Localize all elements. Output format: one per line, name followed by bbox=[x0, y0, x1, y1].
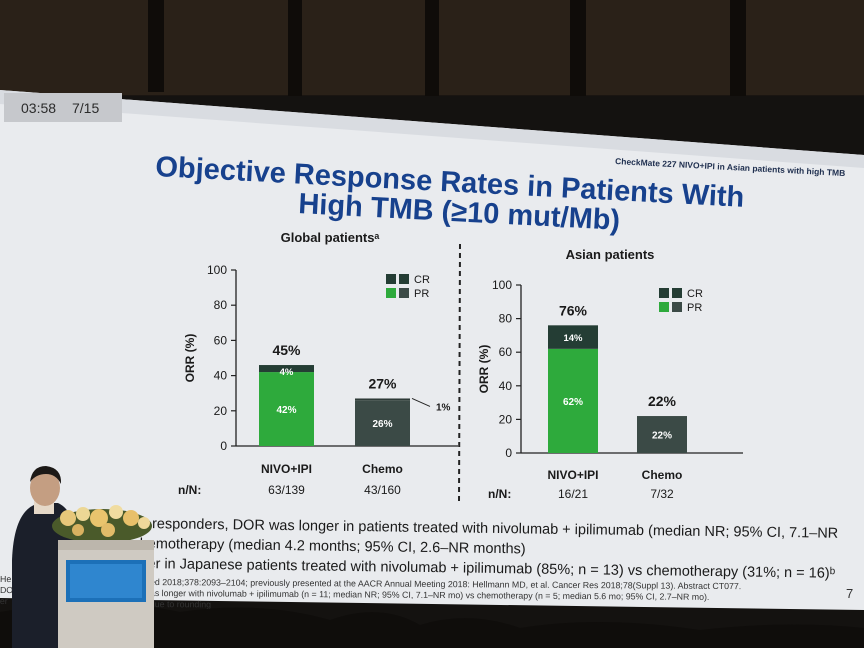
category-label: Chemo bbox=[362, 462, 403, 476]
bar-pr bbox=[637, 416, 687, 453]
bar-label-pr: 62% bbox=[563, 397, 583, 408]
presentation-timer: 03:58 7/15 bbox=[4, 93, 122, 122]
bar-cr bbox=[355, 398, 410, 401]
y-tick-label: 80 bbox=[214, 298, 228, 312]
y-tick-label: 60 bbox=[214, 333, 228, 347]
slide bbox=[0, 90, 864, 610]
legend-label: PR bbox=[414, 288, 429, 300]
flower-arrangement bbox=[52, 505, 152, 543]
n-label: n/N: bbox=[488, 487, 511, 501]
n-value: 16/21 bbox=[558, 487, 588, 501]
category-label: NIVO+IPI bbox=[547, 468, 598, 482]
legend-swatch bbox=[659, 302, 669, 312]
y-axis-label: ORR (%) bbox=[183, 334, 197, 383]
legend-swatch bbox=[659, 288, 669, 298]
n-value: 7/32 bbox=[650, 487, 674, 501]
y-tick-label: 60 bbox=[499, 345, 513, 359]
y-tick-label: 0 bbox=[220, 439, 227, 453]
legend-swatch bbox=[672, 302, 682, 312]
legend-label: CR bbox=[687, 288, 703, 300]
footnote-fragment-1: He bbox=[0, 574, 11, 584]
bar-total-label: 22% bbox=[648, 393, 677, 409]
legend-swatch bbox=[399, 288, 409, 298]
legend-swatch bbox=[399, 274, 409, 284]
podium bbox=[58, 540, 154, 648]
bar-label-cr: 1% bbox=[436, 402, 451, 413]
panel-divider bbox=[458, 243, 461, 504]
bar-label-pr: 26% bbox=[372, 419, 392, 430]
y-tick-label: 20 bbox=[499, 412, 513, 426]
category-label: NIVO+IPI bbox=[261, 462, 312, 476]
footnote-3: due to rounding bbox=[150, 599, 211, 609]
footnote-fragment-2: DO bbox=[0, 585, 13, 595]
y-tick-label: 80 bbox=[499, 312, 513, 326]
n-value: 43/160 bbox=[364, 483, 401, 497]
y-tick-label: 40 bbox=[214, 369, 228, 383]
y-tick-label: 100 bbox=[492, 278, 512, 292]
category-label: Chemo bbox=[642, 468, 683, 482]
chart-title: Global patientsᵃ bbox=[281, 230, 380, 245]
y-axis-label: ORR (%) bbox=[477, 345, 491, 394]
page-number: 7 bbox=[846, 586, 853, 601]
footnote-fragment-3: er bbox=[0, 596, 8, 606]
audience-silhouette bbox=[0, 603, 864, 648]
bar-total-label: 76% bbox=[559, 302, 588, 318]
legend-label: CR bbox=[414, 274, 430, 286]
bar-pr bbox=[355, 400, 410, 446]
footnote-2: as longer with nivolumab + ipilimumab (n… bbox=[150, 588, 709, 602]
bar-total-label: 45% bbox=[272, 342, 301, 358]
legend-swatch bbox=[386, 274, 396, 284]
bar-label-cr: 4% bbox=[280, 367, 294, 378]
chart-global-patients: Global patientsᵃ 0 20 40 60 80 100 ORR (%) CR PR 4… bbox=[178, 230, 458, 497]
legend-swatch bbox=[672, 288, 682, 298]
bar-cr bbox=[259, 365, 314, 373]
bar-label-leader bbox=[411, 398, 431, 407]
bar-label-pr: 22% bbox=[652, 431, 672, 442]
y-tick-label: 20 bbox=[214, 404, 228, 418]
bullet-line-2: hemotherapy (median 4.2 months; 95% CI, … bbox=[140, 536, 526, 557]
bar-label-pr: 42% bbox=[276, 405, 296, 416]
n-value: 63/139 bbox=[268, 483, 305, 497]
bar-pr bbox=[259, 372, 314, 446]
n-label: n/N: bbox=[178, 483, 201, 497]
timer-slide-counter: 7/15 bbox=[72, 100, 99, 116]
bar-total-label: 27% bbox=[368, 375, 397, 391]
y-tick-label: 100 bbox=[207, 263, 227, 277]
chart-asian-patients: Asian patients 0 20 40 60 80 100 ORR (%) CR PR 62%… bbox=[477, 247, 743, 501]
footnotes: ed 2018;378:2093–2104; previously presen… bbox=[0, 574, 741, 609]
legend-swatch bbox=[386, 288, 396, 298]
y-tick-label: 40 bbox=[499, 379, 513, 393]
bar-label-cr: 14% bbox=[563, 333, 583, 344]
y-tick-label: 0 bbox=[505, 446, 512, 460]
bar-pr bbox=[548, 348, 598, 453]
footnote-1: ed 2018;378:2093–2104; previously presen… bbox=[150, 577, 741, 591]
timer-time: 03:58 bbox=[21, 100, 56, 116]
chart-title: Asian patients bbox=[566, 247, 655, 262]
bar-cr bbox=[548, 325, 598, 349]
legend-label: PR bbox=[687, 302, 702, 314]
